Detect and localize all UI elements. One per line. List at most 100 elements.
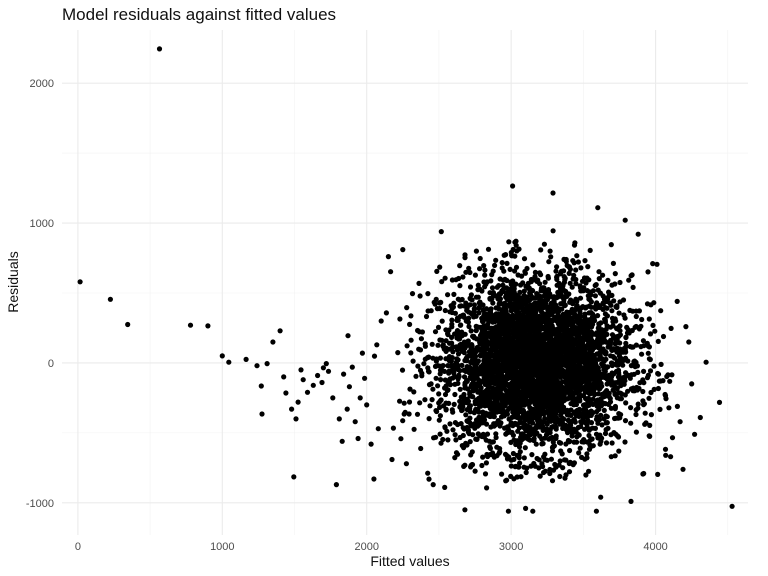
data-point: [503, 478, 509, 484]
data-point: [482, 267, 488, 273]
data-point: [418, 445, 424, 452]
data-point: [510, 376, 516, 382]
data-point: [437, 431, 443, 437]
data-point: [510, 450, 516, 457]
data-point: [602, 350, 608, 356]
y-tick-label: 0: [48, 358, 54, 370]
data-point: [488, 296, 494, 302]
data-point: [663, 452, 669, 458]
data-point: [504, 408, 510, 414]
data-point: [587, 347, 593, 353]
data-point: [323, 361, 329, 367]
data-point: [486, 330, 492, 336]
data-point: [648, 302, 654, 308]
data-point: [400, 418, 406, 424]
data-point: [226, 359, 232, 365]
data-point: [310, 382, 316, 388]
data-point: [600, 301, 607, 307]
data-point: [346, 384, 352, 390]
data-point: [542, 371, 548, 377]
data-point: [582, 383, 589, 389]
data-point: [617, 279, 623, 286]
data-point: [449, 340, 455, 346]
data-point: [576, 450, 582, 456]
data-point: [471, 308, 477, 314]
data-point: [612, 271, 618, 277]
data-point: [595, 379, 601, 385]
data-point: [561, 424, 567, 430]
data-point: [433, 375, 439, 381]
data-point: [631, 361, 637, 367]
data-point: [339, 438, 345, 444]
data-point: [629, 327, 635, 334]
data-point: [578, 265, 584, 271]
data-point: [443, 400, 449, 406]
data-point: [415, 363, 421, 369]
data-point: [623, 340, 629, 346]
data-point: [304, 389, 311, 395]
data-point: [460, 274, 466, 280]
data-point: [545, 331, 552, 337]
data-point: [497, 449, 503, 455]
data-point: [580, 340, 586, 346]
data-point: [565, 409, 571, 415]
data-point: [566, 469, 573, 475]
data-point: [561, 274, 567, 280]
data-point: [576, 368, 582, 374]
data-point: [550, 190, 556, 196]
data-point: [450, 427, 456, 433]
data-point: [662, 446, 669, 452]
data-point: [521, 415, 528, 422]
data-point: [535, 277, 541, 283]
data-point: [436, 400, 442, 406]
data-point: [408, 350, 414, 356]
data-point: [593, 416, 600, 422]
data-point: [592, 293, 599, 299]
data-point: [330, 395, 336, 401]
data-point: [581, 407, 587, 413]
data-point: [553, 419, 559, 425]
data-point: [612, 281, 618, 287]
data-point: [417, 347, 424, 353]
data-point: [477, 324, 483, 330]
data-point: [475, 431, 481, 437]
data-point: [518, 431, 525, 437]
data-point: [258, 383, 264, 389]
data-point: [560, 301, 566, 307]
data-point: [529, 452, 535, 458]
data-point: [590, 389, 596, 395]
data-point: [512, 354, 518, 360]
data-point: [567, 375, 574, 382]
x-tick-label: 4000: [643, 541, 667, 553]
data-point: [557, 458, 563, 464]
data-point: [674, 403, 681, 409]
data-point: [455, 351, 462, 357]
data-point: [623, 334, 629, 341]
data-point: [441, 346, 447, 352]
data-point: [496, 316, 502, 322]
data-point: [558, 268, 565, 274]
data-point: [465, 427, 471, 433]
data-point: [622, 439, 628, 445]
data-point: [616, 310, 622, 316]
data-point: [533, 425, 539, 431]
data-point: [541, 396, 548, 402]
data-point: [569, 315, 575, 322]
data-point: [582, 426, 588, 432]
data-point: [550, 439, 556, 445]
data-point: [513, 238, 519, 244]
data-point: [444, 428, 450, 434]
data-point: [537, 344, 543, 350]
data-point: [549, 478, 556, 484]
data-point: [509, 253, 515, 259]
data-point: [591, 382, 598, 388]
data-point: [641, 380, 647, 386]
data-point: [446, 368, 452, 374]
data-point: [648, 412, 655, 418]
data-point: [504, 373, 510, 380]
data-point: [527, 288, 534, 294]
data-point: [556, 280, 562, 286]
data-point: [605, 277, 611, 283]
data-point: [477, 266, 483, 272]
data-point: [603, 440, 610, 446]
